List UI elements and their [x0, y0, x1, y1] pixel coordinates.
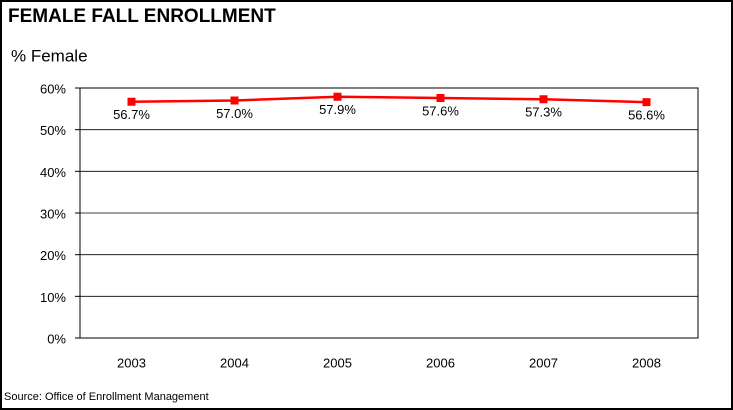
data-point [642, 98, 651, 107]
y-tick-label: 60% [40, 81, 66, 96]
data-point [436, 94, 445, 102]
plot-area [79, 87, 699, 339]
y-tick-label: 30% [40, 206, 66, 221]
series-line [131, 95, 647, 104]
y-tick-label: 10% [40, 290, 66, 305]
data-label: 57.0% [216, 106, 253, 121]
data-label: 56.6% [628, 108, 665, 123]
y-tick-label: 0% [47, 331, 66, 346]
chart-title: FEMALE FALL ENROLLMENT [8, 6, 276, 27]
x-tick-label: 2003 [117, 355, 146, 370]
data-point [539, 95, 548, 104]
data-point [127, 97, 136, 106]
data-label: 57.3% [525, 105, 562, 120]
data-label: 56.7% [113, 107, 150, 122]
data-point [230, 96, 239, 105]
data-label: 57.6% [422, 103, 459, 118]
x-tick-label: 2008 [632, 355, 661, 370]
x-tick-label: 2006 [426, 355, 455, 370]
x-tick-label: 2005 [323, 355, 352, 370]
source-note: Source: Office of Enrollment Management [4, 391, 209, 403]
chart-subtitle: % Female [11, 46, 88, 65]
x-tick-label: 2007 [529, 355, 558, 370]
x-tick-label: 2004 [220, 355, 249, 370]
data-point [333, 92, 342, 101]
y-tick-label: 40% [40, 165, 66, 180]
y-tick-label: 20% [40, 248, 66, 263]
data-label: 57.9% [319, 102, 356, 117]
y-tick-label: 50% [40, 123, 66, 138]
